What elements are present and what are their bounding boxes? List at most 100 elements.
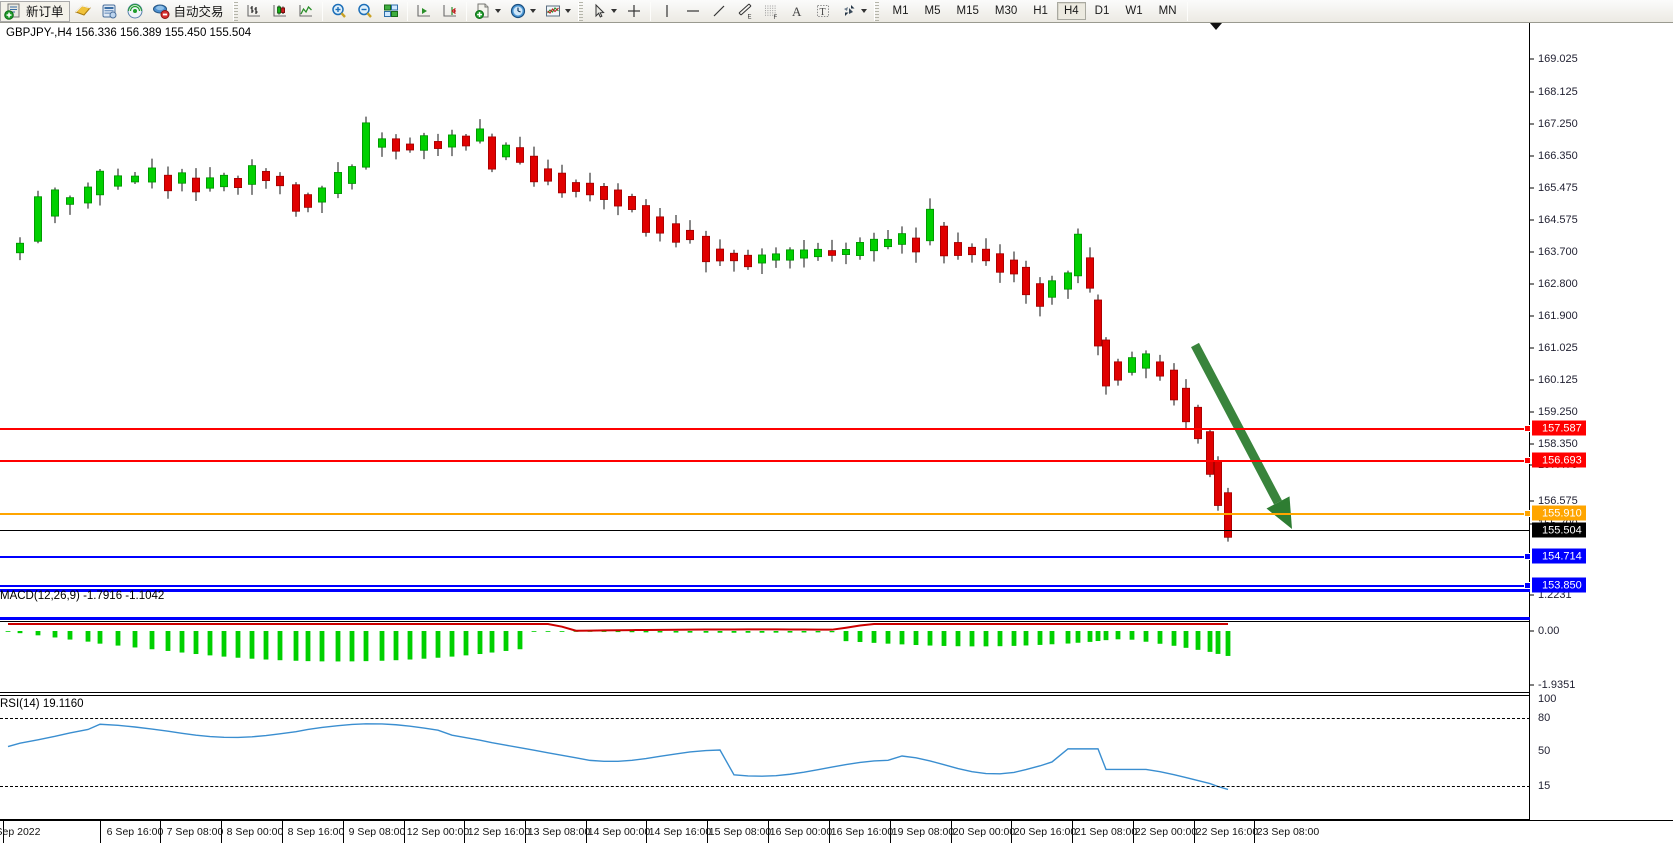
resistance-2-price-tag[interactable]: 156.693 — [1524, 452, 1586, 468]
resistance-2-line[interactable] — [0, 460, 1530, 462]
level-drag-handle[interactable] — [1524, 581, 1531, 589]
templates-button[interactable] — [540, 1, 575, 22]
price-tick — [1530, 411, 1534, 413]
zoom-out-button[interactable] — [352, 1, 378, 22]
timeframe-h4[interactable]: H4 — [1056, 2, 1086, 20]
toolbar-grip-3[interactable] — [873, 1, 879, 21]
time-axis-label: 20 Sep 16:00 — [1013, 826, 1077, 838]
support-2-line[interactable] — [0, 585, 1530, 587]
support-2-price-tag[interactable]: 153.850 — [1524, 577, 1586, 593]
support-1-price-tag[interactable]: 154.714 — [1524, 548, 1586, 564]
price-axis-label: 159.250 — [1538, 406, 1578, 418]
resistance-1-price-tag[interactable]: 157.587 — [1524, 420, 1586, 436]
trendline-button[interactable] — [706, 1, 732, 22]
add-indicator-button[interactable] — [470, 1, 505, 22]
fibonacci-retracement-icon: F — [762, 2, 780, 21]
expert-advisors-button[interactable] — [70, 1, 96, 22]
chevron-down-icon[interactable] — [610, 9, 617, 13]
time-axis-label: 8 Sep 00:00 — [226, 826, 284, 838]
fibonacci-button[interactable]: F — [758, 1, 784, 22]
toolbar-grip-2[interactable] — [577, 1, 583, 21]
toolbar-grip[interactable] — [232, 1, 238, 21]
time-axis-label: 6 Sep 16:00 — [106, 826, 164, 838]
candlestick-chart-button[interactable] — [267, 1, 293, 22]
current-price-line[interactable] — [0, 530, 1530, 531]
resistance-1-line[interactable] — [0, 428, 1530, 430]
time-separator — [3, 821, 4, 843]
current-price-price-tag[interactable]: 155.504 — [1532, 522, 1586, 538]
macd-pane-divider — [0, 617, 1530, 620]
price-axis-label: 161.025 — [1538, 342, 1578, 354]
level-drag-handle[interactable] — [1524, 424, 1531, 432]
macd-tick — [1530, 630, 1534, 632]
macd-pane-top-border — [0, 589, 1530, 592]
chart-container[interactable]: GBPJPY-,H4 156.336 156.389 155.450 155.5… — [0, 23, 1673, 843]
rsi-overbought-line — [0, 718, 1530, 719]
time-separator — [1194, 821, 1195, 843]
period-clock-icon — [509, 2, 527, 20]
timeframe-m1[interactable]: M1 — [892, 5, 909, 17]
autotrading-button[interactable]: 自动交易 — [148, 1, 230, 22]
price-tick — [1530, 155, 1534, 157]
bar-chart-button[interactable] — [241, 1, 267, 22]
level-drag-handle[interactable] — [1524, 456, 1531, 464]
text-label-button[interactable]: T — [810, 1, 836, 22]
timeframe-mn[interactable]: MN — [1158, 5, 1177, 17]
equidistant-channel-button[interactable]: E — [732, 1, 758, 22]
level-drag-handle[interactable] — [1524, 552, 1531, 560]
timeframe-m5[interactable]: M5 — [924, 5, 941, 17]
rsi-pane-bottom-border — [0, 819, 1530, 820]
timeframe-d1[interactable]: D1 — [1094, 5, 1110, 17]
timeframe-w1[interactable]: W1 — [1125, 5, 1143, 17]
price-axis-label: 164.575 — [1538, 214, 1578, 226]
auto-scroll-button[interactable] — [411, 1, 437, 22]
price-axis-label: 167.250 — [1538, 118, 1578, 130]
crosshair-button[interactable] — [621, 1, 647, 22]
pivot-line[interactable] — [0, 513, 1530, 515]
timeframe-m30[interactable]: M30 — [994, 5, 1018, 17]
zoom-in-button[interactable] — [326, 1, 352, 22]
text-button[interactable]: A — [784, 1, 810, 22]
time-separator — [282, 821, 283, 843]
time-axis[interactable]: Sep 2022 6 Sep 16:00 7 Sep 08:00 8 Sep 00:0… — [0, 820, 1673, 843]
price-plot-area[interactable] — [0, 23, 1530, 820]
signals-button[interactable] — [122, 1, 148, 22]
time-separator — [707, 821, 708, 843]
tile-windows-button[interactable] — [378, 1, 404, 22]
chart-shift-button[interactable] — [437, 1, 463, 22]
price-tick — [1530, 347, 1534, 349]
time-axis-label: 7 Sep 08:00 — [166, 826, 224, 838]
price-tick — [1530, 58, 1534, 60]
timeframe-h1[interactable]: H1 — [1033, 5, 1048, 17]
pivot-price-tag[interactable]: 155.910 — [1524, 505, 1586, 521]
time-separator — [646, 821, 647, 843]
chevron-down-icon[interactable] — [860, 9, 867, 13]
line-chart-button[interactable] — [293, 1, 319, 22]
time-axis-label: 15 Sep 08:00 — [708, 826, 772, 838]
vertical-line-button[interactable] — [654, 1, 680, 22]
time-separator — [343, 821, 344, 843]
terminal-button[interactable] — [96, 1, 122, 22]
time-axis-label: Sep 2022 — [0, 826, 41, 838]
zoom-out-icon — [356, 2, 374, 20]
arrows-button[interactable] — [836, 1, 871, 22]
rsi-axis-label: 80 — [1538, 712, 1551, 724]
chevron-down-icon[interactable] — [564, 9, 571, 13]
time-axis-label: 14 Sep 16:00 — [648, 826, 712, 838]
price-tick — [1530, 251, 1534, 253]
period-button[interactable] — [505, 1, 540, 22]
new-order-button[interactable]: 新订单 — [0, 0, 70, 22]
toolbar-separator-4 — [649, 1, 651, 21]
toolbar-separator-5 — [1186, 1, 1188, 21]
horizontal-line-button[interactable] — [680, 1, 706, 22]
time-axis-label: 21 Sep 08:00 — [1074, 826, 1138, 838]
chevron-down-icon[interactable] — [529, 9, 536, 13]
chevron-down-icon[interactable] — [494, 9, 501, 13]
crosshair-icon — [625, 2, 643, 20]
price-tick — [1530, 443, 1534, 445]
cursor-button[interactable] — [586, 1, 621, 22]
level-drag-handle[interactable] — [1524, 509, 1531, 517]
time-separator — [221, 821, 222, 843]
support-1-line[interactable] — [0, 556, 1530, 558]
timeframe-m15[interactable]: M15 — [956, 5, 979, 17]
